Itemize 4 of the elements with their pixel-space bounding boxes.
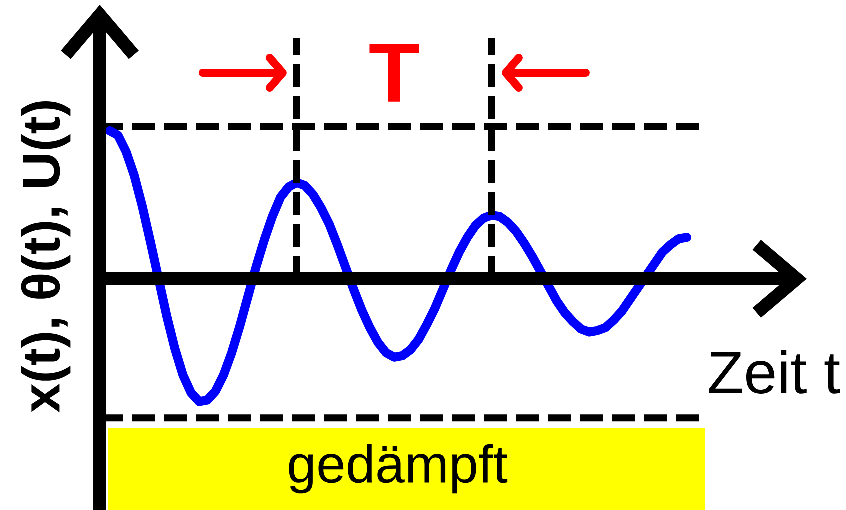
text: T: [370, 44, 420, 102]
text: gedämpft: [289, 444, 508, 494]
y-axis-title: x(t), θ(t), U(t): [21, 102, 71, 413]
x-axis-title: Zeit t: [709, 350, 840, 394]
